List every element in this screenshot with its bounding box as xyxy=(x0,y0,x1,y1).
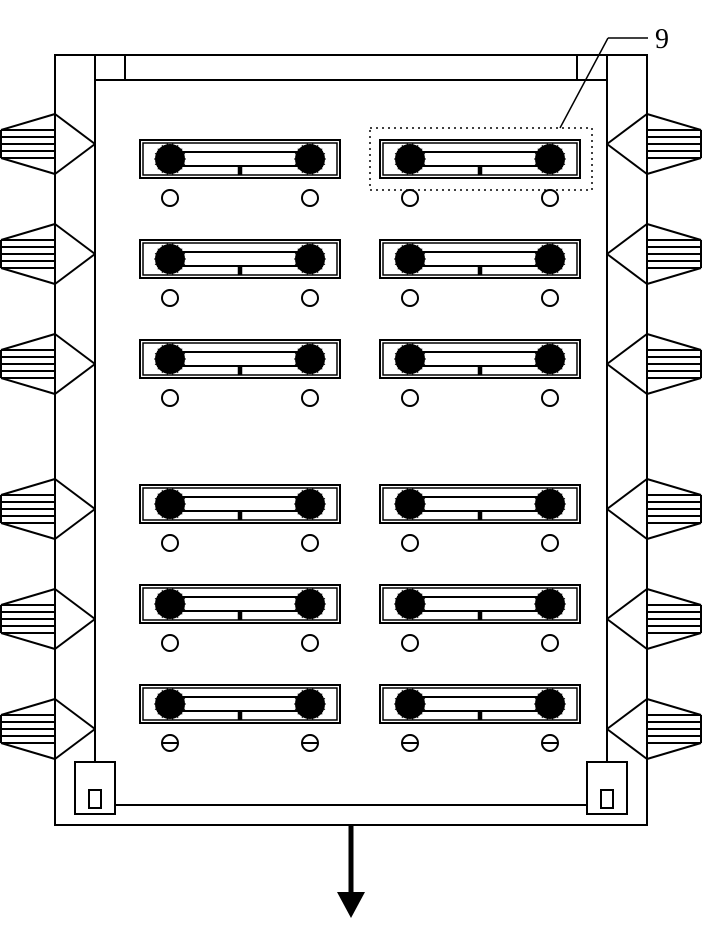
diagram-root: 9 xyxy=(0,0,702,936)
diagram-svg xyxy=(0,0,702,936)
callout-label: 9 xyxy=(655,24,669,56)
arrow-head xyxy=(337,892,365,918)
